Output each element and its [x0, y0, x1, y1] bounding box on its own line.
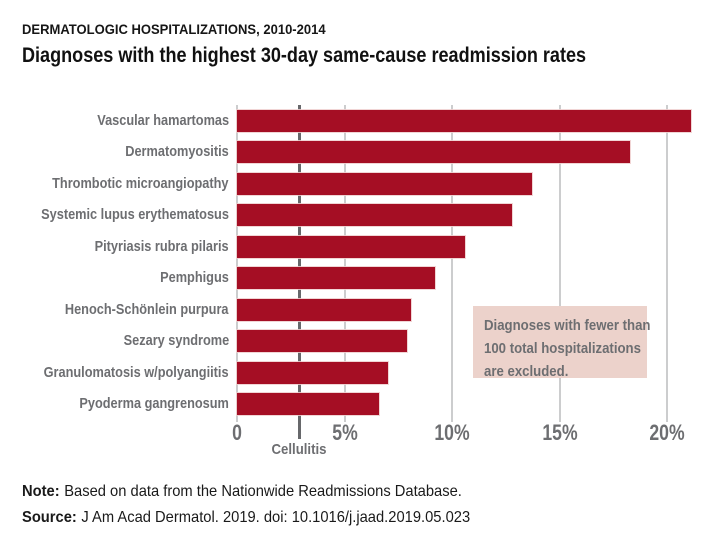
bar	[237, 235, 465, 258]
bar	[237, 298, 412, 321]
annotation-box: Diagnoses with fewer than 100 total hosp…	[473, 306, 651, 380]
bar	[237, 172, 532, 195]
bar	[237, 393, 379, 416]
kicker: DERMATOLOGIC HOSPITALIZATIONS, 2010-2014	[22, 21, 326, 37]
category-label: Henoch-Schönlein purpura	[65, 300, 229, 318]
bar	[237, 361, 388, 384]
category-label: Granulomatosis w/polyangiitis	[44, 363, 229, 381]
annotation-line: are excluded.	[484, 363, 569, 380]
source-text: J Am Acad Dermatol. 2019. doi: 10.1016/j…	[81, 509, 471, 526]
bar	[237, 204, 513, 227]
plot-area	[236, 105, 704, 439]
bar	[237, 110, 691, 132]
x-tick-label: 0	[232, 420, 242, 445]
reference-line-label: Cellulitis	[271, 441, 327, 458]
annotation-line: 100 total hospitalizations	[484, 340, 641, 357]
note-text: Based on data from the Nationwide Readmi…	[64, 483, 462, 500]
annotation-line: Diagnoses with fewer than	[484, 317, 651, 334]
category-label: Thrombotic microangiopathy	[52, 174, 229, 192]
gridline	[236, 105, 238, 422]
category-label: Pemphigus	[160, 269, 229, 287]
source-label: Source:	[22, 509, 77, 526]
category-labels: Vascular hamartomas Dermatomyositis Thromb…	[0, 105, 229, 422]
x-tick-label: 10%	[434, 420, 470, 445]
bar	[237, 141, 631, 164]
x-tick-label: 5%	[331, 420, 358, 445]
x-tick-label: 15%	[541, 420, 578, 445]
gridline	[343, 105, 346, 422]
gridline	[666, 105, 668, 422]
category-label: Pityriasis rubra pilaris	[95, 237, 229, 255]
note-label: Note:	[22, 483, 60, 500]
category-label: Vascular hamartomas	[97, 112, 229, 129]
x-axis: 0 5% 10% 15% 20%	[232, 420, 704, 445]
category-label: Dermatomyositis	[125, 143, 229, 161]
category-label: Pyoderma gangrenosum	[79, 395, 229, 413]
x-tick-label: 20%	[649, 420, 685, 445]
note: Note: Based on data from the Nationwide R…	[22, 483, 462, 501]
gridline	[558, 105, 561, 422]
category-label: Systemic lupus erythematosus	[41, 206, 229, 224]
category-label: Sezary syndrome	[123, 332, 229, 350]
page-title: Diagnoses with the highest 30-day same-c…	[22, 44, 587, 67]
gridline	[451, 105, 453, 422]
source: Source: J Am Acad Dermatol. 2019. doi: 10…	[22, 509, 470, 527]
bar	[237, 267, 435, 290]
bar	[237, 330, 407, 353]
